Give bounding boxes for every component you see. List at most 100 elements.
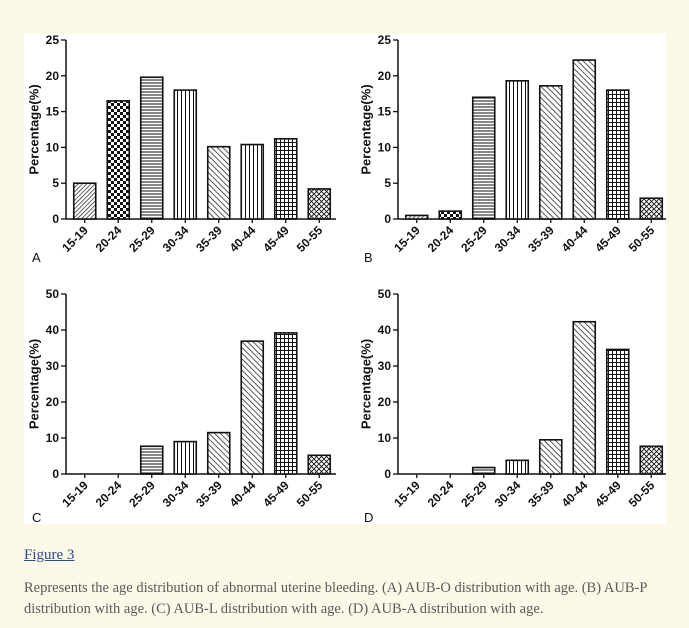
- y-axis-label: Percentage(%): [27, 339, 42, 429]
- panel-letter: C: [32, 510, 41, 524]
- x-tick-label: 25-29: [458, 223, 490, 255]
- y-tick-label: 0: [52, 467, 59, 481]
- y-tick-label: 20: [46, 69, 60, 83]
- x-tick-label: 35-39: [525, 478, 557, 510]
- y-tick-label: 20: [46, 395, 60, 409]
- x-tick-label: 45-49: [260, 478, 292, 510]
- y-tick-label: 10: [46, 431, 60, 445]
- bar-50-55: [307, 188, 332, 220]
- y-tick-label: 10: [378, 140, 392, 154]
- y-tick-label: 40: [46, 323, 60, 337]
- x-tick-label: 45-49: [260, 223, 292, 255]
- y-tick-label: 30: [46, 359, 60, 373]
- y-tick-label: 40: [378, 323, 392, 337]
- bar-15-19: [72, 182, 97, 220]
- y-tick-label: 30: [378, 359, 392, 373]
- x-tick-label: 40-44: [559, 478, 591, 510]
- x-tick-label: 30-34: [160, 478, 192, 510]
- bar-35-39: [206, 145, 231, 220]
- y-tick-label: 20: [378, 395, 392, 409]
- bar-45-49: [605, 348, 630, 475]
- figure-link[interactable]: Figure 3: [24, 547, 75, 563]
- y-tick-label: 15: [378, 105, 392, 119]
- x-tick-label: 30-34: [492, 223, 524, 255]
- y-tick-label: 5: [52, 176, 59, 190]
- x-tick-label: 45-49: [592, 223, 624, 255]
- bar-30-34: [173, 440, 198, 475]
- bar-40-44: [240, 340, 265, 475]
- y-tick-label: 0: [384, 212, 391, 226]
- x-tick-label: 40-44: [559, 223, 591, 255]
- x-tick-label: 40-44: [227, 478, 259, 510]
- x-tick-label: 35-39: [193, 478, 225, 510]
- bar-45-49: [273, 332, 298, 475]
- bar-25-29: [471, 96, 496, 220]
- chart-panel-a: 0 5 10 15 20 25 Percentage(%) 15-19 20-24 25-29 30…: [27, 34, 336, 265]
- bar-50-55: [639, 445, 664, 475]
- bar-45-49: [273, 138, 298, 220]
- x-tick-label: 50-55: [294, 223, 326, 255]
- bar-50-55: [307, 454, 332, 475]
- bar-30-34: [173, 89, 198, 220]
- x-tick-label: 20-24: [93, 478, 125, 510]
- figure-caption: Represents the age distribution of abnor…: [24, 580, 647, 617]
- figure-panel: 0 5 10 15 20 25 Percentage(%) 15-19 20-24 25-29 30…: [24, 34, 666, 524]
- x-tick-label: 15-19: [391, 478, 423, 510]
- panel-letter: D: [364, 510, 373, 524]
- x-tick-label: 20-24: [93, 223, 125, 255]
- y-axis-label: Percentage(%): [359, 339, 374, 429]
- bar-20-24: [106, 100, 131, 220]
- bar-15-19: [404, 214, 429, 220]
- bar-40-44: [572, 320, 597, 475]
- bar-40-44: [240, 143, 265, 220]
- y-tick-label: 5: [384, 176, 391, 190]
- x-tick-label: 50-55: [626, 478, 658, 510]
- bar-35-39: [206, 431, 231, 475]
- y-tick-label: 25: [46, 34, 60, 47]
- x-tick-label: 20-24: [425, 223, 457, 255]
- bar-20-24: [438, 210, 463, 220]
- x-tick-label: 25-29: [126, 478, 158, 510]
- y-tick-label: 0: [384, 467, 391, 481]
- y-tick-label: 15: [46, 105, 60, 119]
- x-tick-label: 20-24: [425, 478, 457, 510]
- bar-25-29: [139, 76, 164, 220]
- bar-35-39: [538, 85, 563, 220]
- chart-panel-b: 0 5 10 15 20 25 Percentage(%) 15-19 20-24 25-29 30…: [359, 34, 666, 265]
- bar-25-29: [139, 445, 164, 475]
- x-tick-label: 25-29: [126, 223, 158, 255]
- x-tick-label: 50-55: [626, 223, 658, 255]
- y-tick-label: 50: [378, 287, 392, 301]
- bar-40-44: [572, 59, 597, 220]
- y-tick-label: 50: [46, 287, 60, 301]
- y-tick-label: 10: [378, 431, 392, 445]
- bar-50-55: [639, 197, 664, 220]
- y-axis-label: Percentage(%): [27, 84, 42, 174]
- x-tick-label: 35-39: [525, 223, 557, 255]
- x-tick-label: 15-19: [59, 223, 91, 255]
- x-tick-label: 45-49: [592, 478, 624, 510]
- panel-letter: B: [364, 250, 373, 265]
- x-tick-label: 15-19: [59, 478, 91, 510]
- bar-25-29: [471, 466, 496, 475]
- bar-30-34: [505, 80, 530, 220]
- x-tick-label: 25-29: [458, 478, 490, 510]
- x-tick-label: 35-39: [193, 223, 225, 255]
- y-tick-label: 10: [46, 140, 60, 154]
- x-tick-label: 40-44: [227, 223, 259, 255]
- x-tick-label: 50-55: [294, 478, 326, 510]
- y-tick-label: 0: [52, 212, 59, 226]
- x-tick-label: 30-34: [492, 478, 524, 510]
- x-tick-label: 30-34: [160, 223, 192, 255]
- y-axis-label: Percentage(%): [359, 84, 374, 174]
- bar-35-39: [538, 438, 563, 475]
- bar-30-34: [505, 459, 530, 475]
- x-tick-label: 15-19: [391, 223, 423, 255]
- y-tick-label: 20: [378, 69, 392, 83]
- bar-45-49: [605, 89, 630, 220]
- panel-letter: A: [32, 250, 41, 265]
- y-tick-label: 25: [378, 34, 392, 47]
